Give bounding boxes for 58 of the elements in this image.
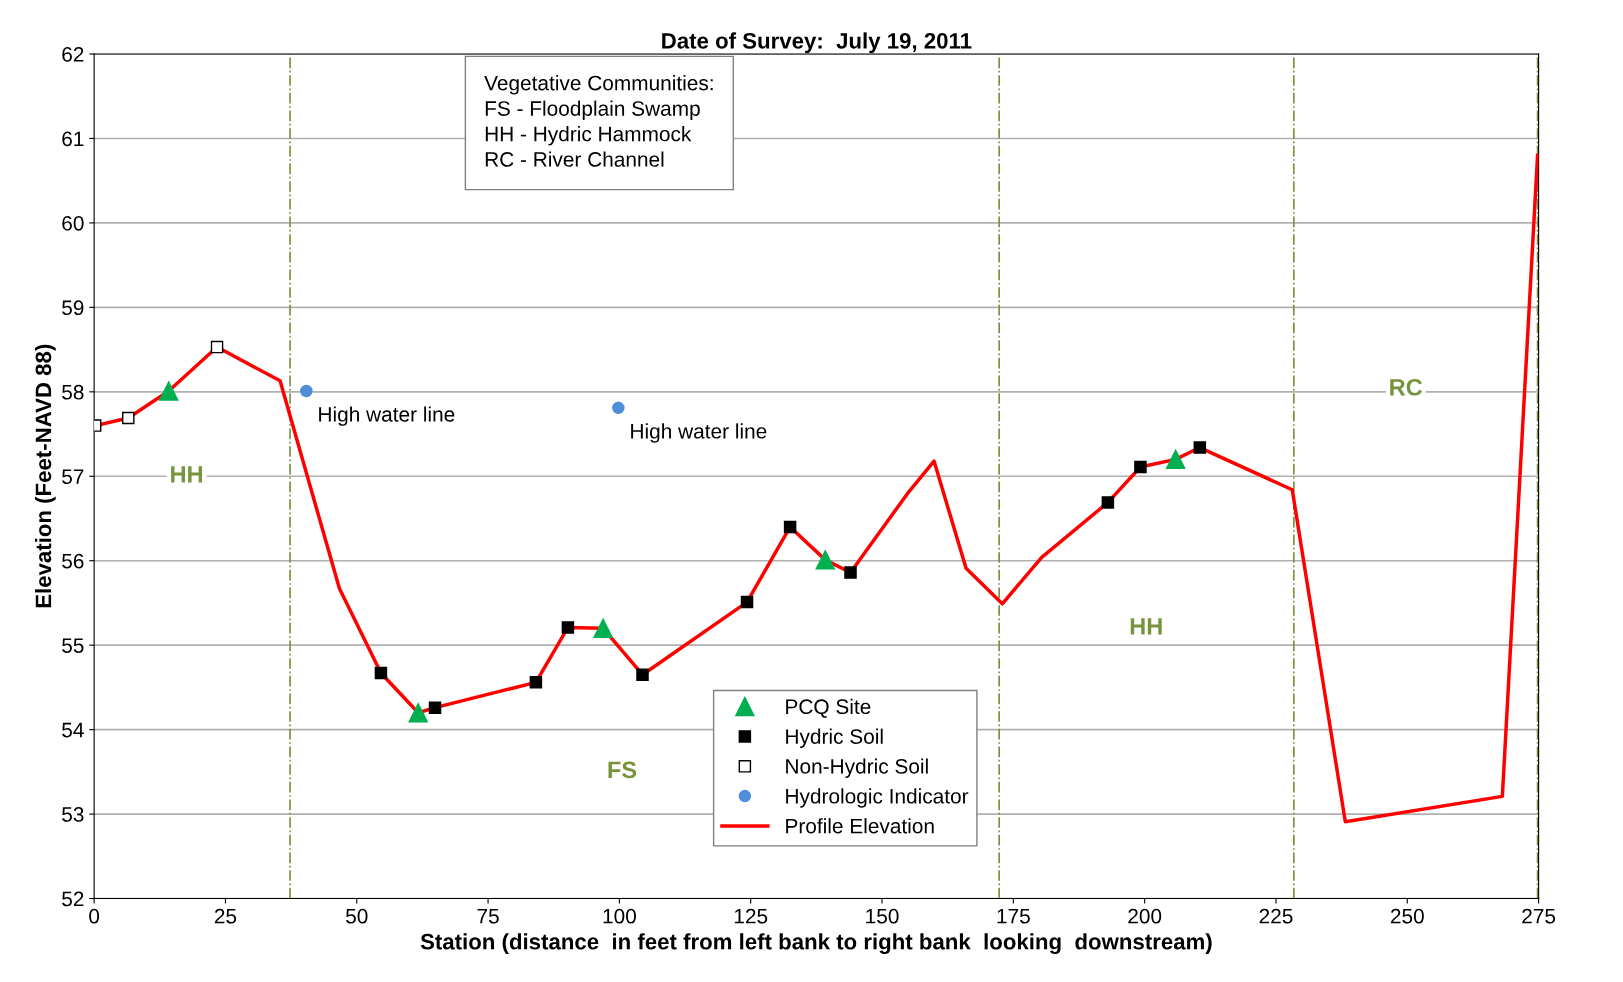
- x-tick-label: 125: [734, 908, 768, 924]
- point: [636, 668, 649, 681]
- y-axis-title: Elevation (Feet-NAVD 88): [34, 344, 56, 608]
- point: [1165, 449, 1186, 470]
- x-tick-label: 175: [997, 909, 1030, 924]
- x-axis-title: Station (distance in feet from left bank to right bank looking downstream): [420, 933, 1212, 955]
- point: [210, 340, 224, 354]
- y-tick-label: 55: [62, 638, 84, 653]
- x-tick-label: 100: [603, 908, 636, 924]
- chart-title: Date of Survey: July 19, 2011: [662, 32, 972, 54]
- annotation: Vegetative Communities: FS - Floodplain Swamp HH - Hydric Hammock RC - River Channel: [484, 75, 713, 167]
- legend-label: Profile Elevation: [786, 818, 934, 834]
- y-tick-label: 62: [62, 47, 84, 62]
- x-tick-label: 200: [1128, 908, 1162, 924]
- point: [1193, 441, 1207, 454]
- point: [1134, 460, 1147, 474]
- point: [300, 384, 313, 398]
- point: [844, 566, 857, 579]
- point: [561, 621, 575, 634]
- y-tick-label: 58: [62, 384, 84, 400]
- legend-label: Hydrologic Indicator: [786, 788, 969, 808]
- x-tick-label: 250: [1390, 908, 1424, 924]
- point: [408, 703, 428, 723]
- y-tick-label: 52: [62, 891, 84, 907]
- annotation: High water line: [319, 406, 455, 426]
- point: [122, 411, 135, 425]
- annotation: HH: [171, 466, 203, 483]
- y-tick-label: 54: [62, 722, 84, 738]
- point: [529, 676, 543, 689]
- point: [612, 401, 625, 415]
- y-tick-label: 61: [62, 131, 84, 147]
- y-tick-label: 53: [62, 807, 84, 822]
- point: [783, 520, 797, 534]
- y-tick-label: 56: [62, 553, 84, 569]
- point: [815, 550, 836, 570]
- point: [740, 595, 754, 609]
- x-tick-label: 75: [477, 909, 499, 924]
- point: [158, 381, 179, 401]
- annotation: FS: [608, 761, 637, 779]
- x-tick-label: 150: [866, 908, 899, 924]
- annotation: HH: [1130, 618, 1162, 635]
- x-tick-label: 25: [214, 908, 237, 924]
- legend-label: Hydric Soil: [786, 728, 883, 749]
- y-tick-label: 60: [62, 215, 84, 231]
- x-tick-label: 50: [346, 908, 368, 924]
- point: [593, 618, 613, 639]
- legend-label: Non-Hydric Soil: [786, 758, 928, 778]
- y-tick-label: 59: [62, 300, 84, 316]
- x-tick-label: 225: [1259, 908, 1293, 924]
- annotation: RC: [1390, 378, 1423, 396]
- point: [428, 701, 442, 714]
- point: [374, 666, 388, 680]
- point: [1101, 496, 1115, 509]
- x-tick-label: 0: [89, 908, 100, 924]
- y-tick-label: 57: [62, 469, 84, 485]
- legend-label: PCQ Site: [786, 698, 871, 718]
- x-tick-label: 275: [1522, 908, 1556, 924]
- annotation: High water line: [631, 423, 767, 443]
